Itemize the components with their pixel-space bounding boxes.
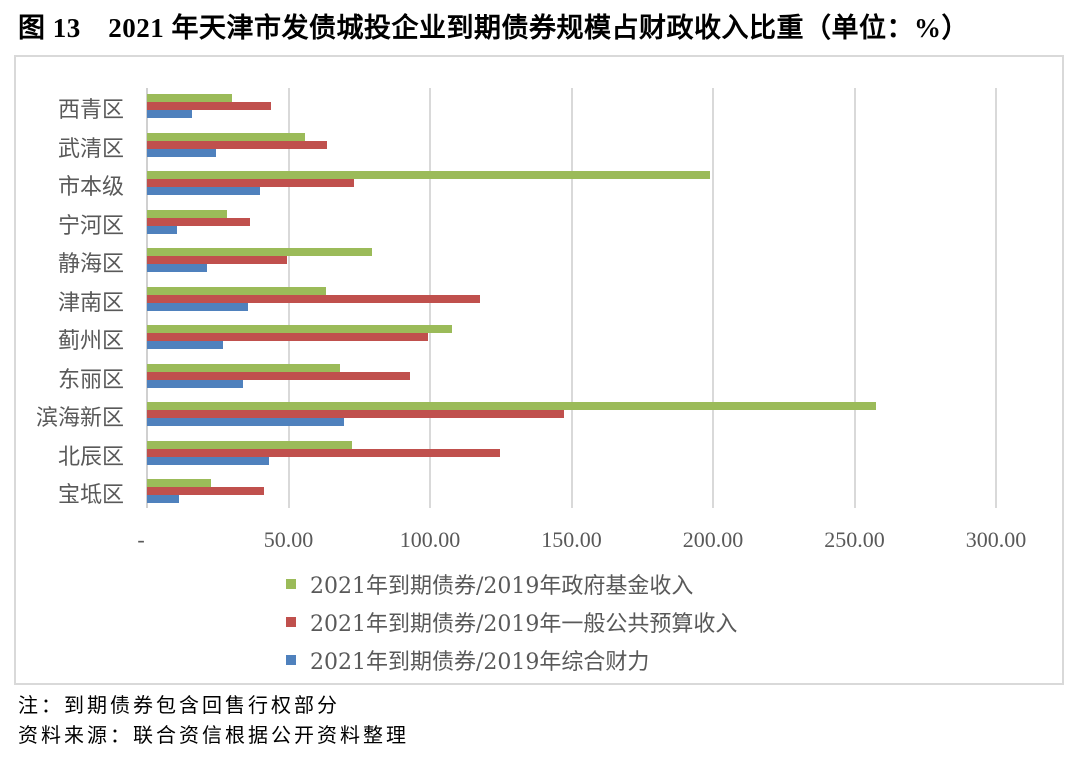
bar xyxy=(147,148,217,157)
gridline xyxy=(712,88,714,508)
category-label: 蓟州区 xyxy=(57,329,124,354)
bar xyxy=(147,94,232,102)
bar xyxy=(147,487,264,495)
bar xyxy=(147,187,261,195)
x-tick-label: 100.00 xyxy=(399,527,461,552)
bar xyxy=(147,341,223,349)
legend-label: 2021年到期债券/2019年政府基金收入 xyxy=(310,574,694,599)
x-tick-label: - xyxy=(137,527,145,552)
gridline xyxy=(995,88,997,508)
bar xyxy=(147,325,452,333)
legend-item: 2021年到期债券/2019年综合财力 xyxy=(286,641,737,679)
legend-swatch-icon xyxy=(286,655,296,665)
bar xyxy=(147,479,211,487)
figure-title: 图 13 2021 年天津市发债城投企业到期债券规模占财政收入比重（单位：%） xyxy=(18,13,969,43)
legend-swatch-icon xyxy=(286,617,296,627)
x-tick-label: 200.00 xyxy=(682,527,744,552)
bar xyxy=(147,110,192,118)
bar xyxy=(147,225,177,234)
bar xyxy=(147,286,326,295)
bar xyxy=(147,410,565,418)
legend-label: 2021年到期债券/2019年综合财力 xyxy=(310,650,650,675)
category-label: 滨海新区 xyxy=(35,406,124,431)
category-label: 津南区 xyxy=(57,290,124,316)
bar xyxy=(147,171,711,179)
bar xyxy=(147,495,179,503)
bar xyxy=(147,456,270,465)
x-tick-label: 250.00 xyxy=(824,527,885,552)
category-label: 北辰区 xyxy=(57,444,124,470)
legend-label: 2021年到期债券/2019年一般公共预算收入 xyxy=(310,612,738,637)
bar xyxy=(147,440,352,449)
bar xyxy=(147,132,306,141)
bar xyxy=(147,294,481,303)
footnotes: 注：到期债券包含回售行权部分 资料来源：联合资信根据公开资料整理 xyxy=(18,690,409,750)
bar xyxy=(147,140,327,149)
bar xyxy=(147,179,354,187)
bar xyxy=(147,209,228,218)
legend-item: 2021年到期债券/2019年政府基金收入 xyxy=(286,565,737,603)
bar xyxy=(147,363,341,372)
category-label: 武清区 xyxy=(57,136,124,162)
legend-item: 2021年到期债券/2019年一般公共预算收入 xyxy=(286,603,737,641)
bar xyxy=(147,248,372,256)
category-label: 市本级 xyxy=(57,175,124,200)
category-label: 宁河区 xyxy=(57,213,124,239)
bar xyxy=(147,379,243,388)
x-tick-label: 150.00 xyxy=(541,527,602,552)
bar xyxy=(147,102,271,110)
category-label: 静海区 xyxy=(57,252,124,277)
bar xyxy=(147,302,249,311)
gridline xyxy=(570,88,573,508)
category-label: 东丽区 xyxy=(57,367,124,393)
x-tick-label: 50.00 xyxy=(263,527,314,552)
bar xyxy=(147,264,207,272)
x-tick-label: 300.00 xyxy=(965,527,1027,552)
bar xyxy=(147,333,428,341)
note-text: 注：到期债券包含回售行权部分 xyxy=(18,693,340,717)
chart-legend: 2021年到期债券/2019年政府基金收入 2021年到期债券/2019年一般公共… xyxy=(286,565,737,679)
bar xyxy=(147,217,250,226)
bar xyxy=(147,402,876,410)
bar xyxy=(147,256,287,264)
category-label: 宝坻区 xyxy=(57,483,124,508)
bar xyxy=(147,418,345,426)
source-text: 资料来源：联合资信根据公开资料整理 xyxy=(18,723,409,747)
gridline xyxy=(853,88,856,508)
legend-swatch-icon xyxy=(286,579,296,589)
bar xyxy=(147,448,501,457)
bar xyxy=(147,371,410,380)
category-label: 西青区 xyxy=(57,98,124,123)
